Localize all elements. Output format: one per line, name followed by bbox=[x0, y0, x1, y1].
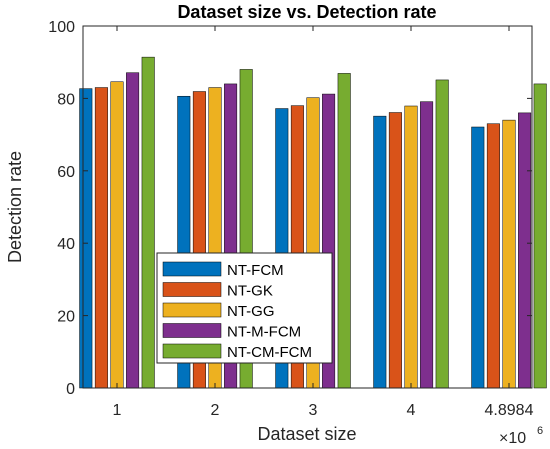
x-tick-label: 4 bbox=[407, 402, 416, 419]
x-exponent-power: 6 bbox=[537, 425, 543, 437]
legend-swatch-nt-fcm bbox=[162, 261, 222, 277]
plot-area-frame bbox=[82, 25, 533, 389]
x-tick-label: 1 bbox=[113, 402, 122, 419]
legend-swatch-nt-cm-fcm bbox=[162, 343, 222, 359]
bar-nt-gg-1 bbox=[110, 81, 124, 389]
bar-nt-gk-1 bbox=[94, 87, 108, 389]
legend-swatch-nt-gk bbox=[162, 282, 222, 297]
bar-nt-m-fcm-4 bbox=[420, 101, 434, 389]
chart-title: Dataset size vs. Detection rate bbox=[177, 2, 436, 22]
x-axis-label: Dataset size bbox=[257, 424, 356, 444]
x-axis: 1 2 3 4 4.8984 bbox=[113, 26, 534, 419]
legend-label-nt-fcm: NT-FCM bbox=[227, 262, 284, 279]
bar-nt-cm-fcm-5 bbox=[533, 83, 547, 389]
y-tick-label: 60 bbox=[57, 164, 75, 181]
legend-label-nt-gg: NT-GG bbox=[227, 303, 275, 320]
bar-nt-cm-fcm-3 bbox=[337, 73, 351, 389]
bar-nt-gg-5 bbox=[502, 119, 516, 389]
y-tick-label: 100 bbox=[48, 19, 75, 36]
y-axis: 0 20 40 60 80 100 bbox=[48, 19, 532, 398]
bar-nt-fcm-1 bbox=[79, 88, 93, 389]
bar-nt-fcm-4 bbox=[373, 115, 387, 389]
bar-nt-gk-4 bbox=[388, 112, 402, 389]
legend-label-nt-m-fcm: NT-M-FCM bbox=[227, 324, 301, 341]
y-tick-label: 40 bbox=[57, 236, 75, 253]
y-tick-label: 80 bbox=[57, 91, 75, 108]
bar-nt-cm-fcm-1 bbox=[141, 56, 155, 389]
bar-nt-gg-4 bbox=[404, 105, 418, 389]
bar-nt-cm-fcm-4 bbox=[435, 79, 449, 389]
legend: NT-FCM NT-GK NT-GG NT-M-FCM NT-CM-FCM bbox=[156, 252, 333, 364]
y-axis-label: Detection rate bbox=[5, 151, 25, 263]
x-axis-exponent: ×10 6 bbox=[499, 425, 543, 447]
legend-swatch-nt-m-fcm bbox=[162, 323, 222, 338]
bar-nt-fcm-5 bbox=[471, 126, 485, 389]
bar-nt-gk-5 bbox=[486, 123, 500, 389]
bar-nt-m-fcm-5 bbox=[518, 112, 532, 389]
legend-label-nt-cm-fcm: NT-CM-FCM bbox=[227, 344, 312, 361]
bar-nt-m-fcm-1 bbox=[126, 72, 140, 389]
legend-label-nt-gk: NT-GK bbox=[227, 283, 273, 300]
x-tick-label: 2 bbox=[211, 402, 220, 419]
x-tick-label: 4.8984 bbox=[485, 402, 534, 419]
legend-swatch-nt-gg bbox=[162, 302, 222, 318]
bars-group bbox=[79, 56, 547, 389]
y-tick-label: 20 bbox=[57, 309, 75, 326]
x-exponent-base: ×10 bbox=[499, 430, 526, 447]
y-tick-label: 0 bbox=[66, 381, 75, 398]
x-tick-label: 3 bbox=[309, 402, 318, 419]
